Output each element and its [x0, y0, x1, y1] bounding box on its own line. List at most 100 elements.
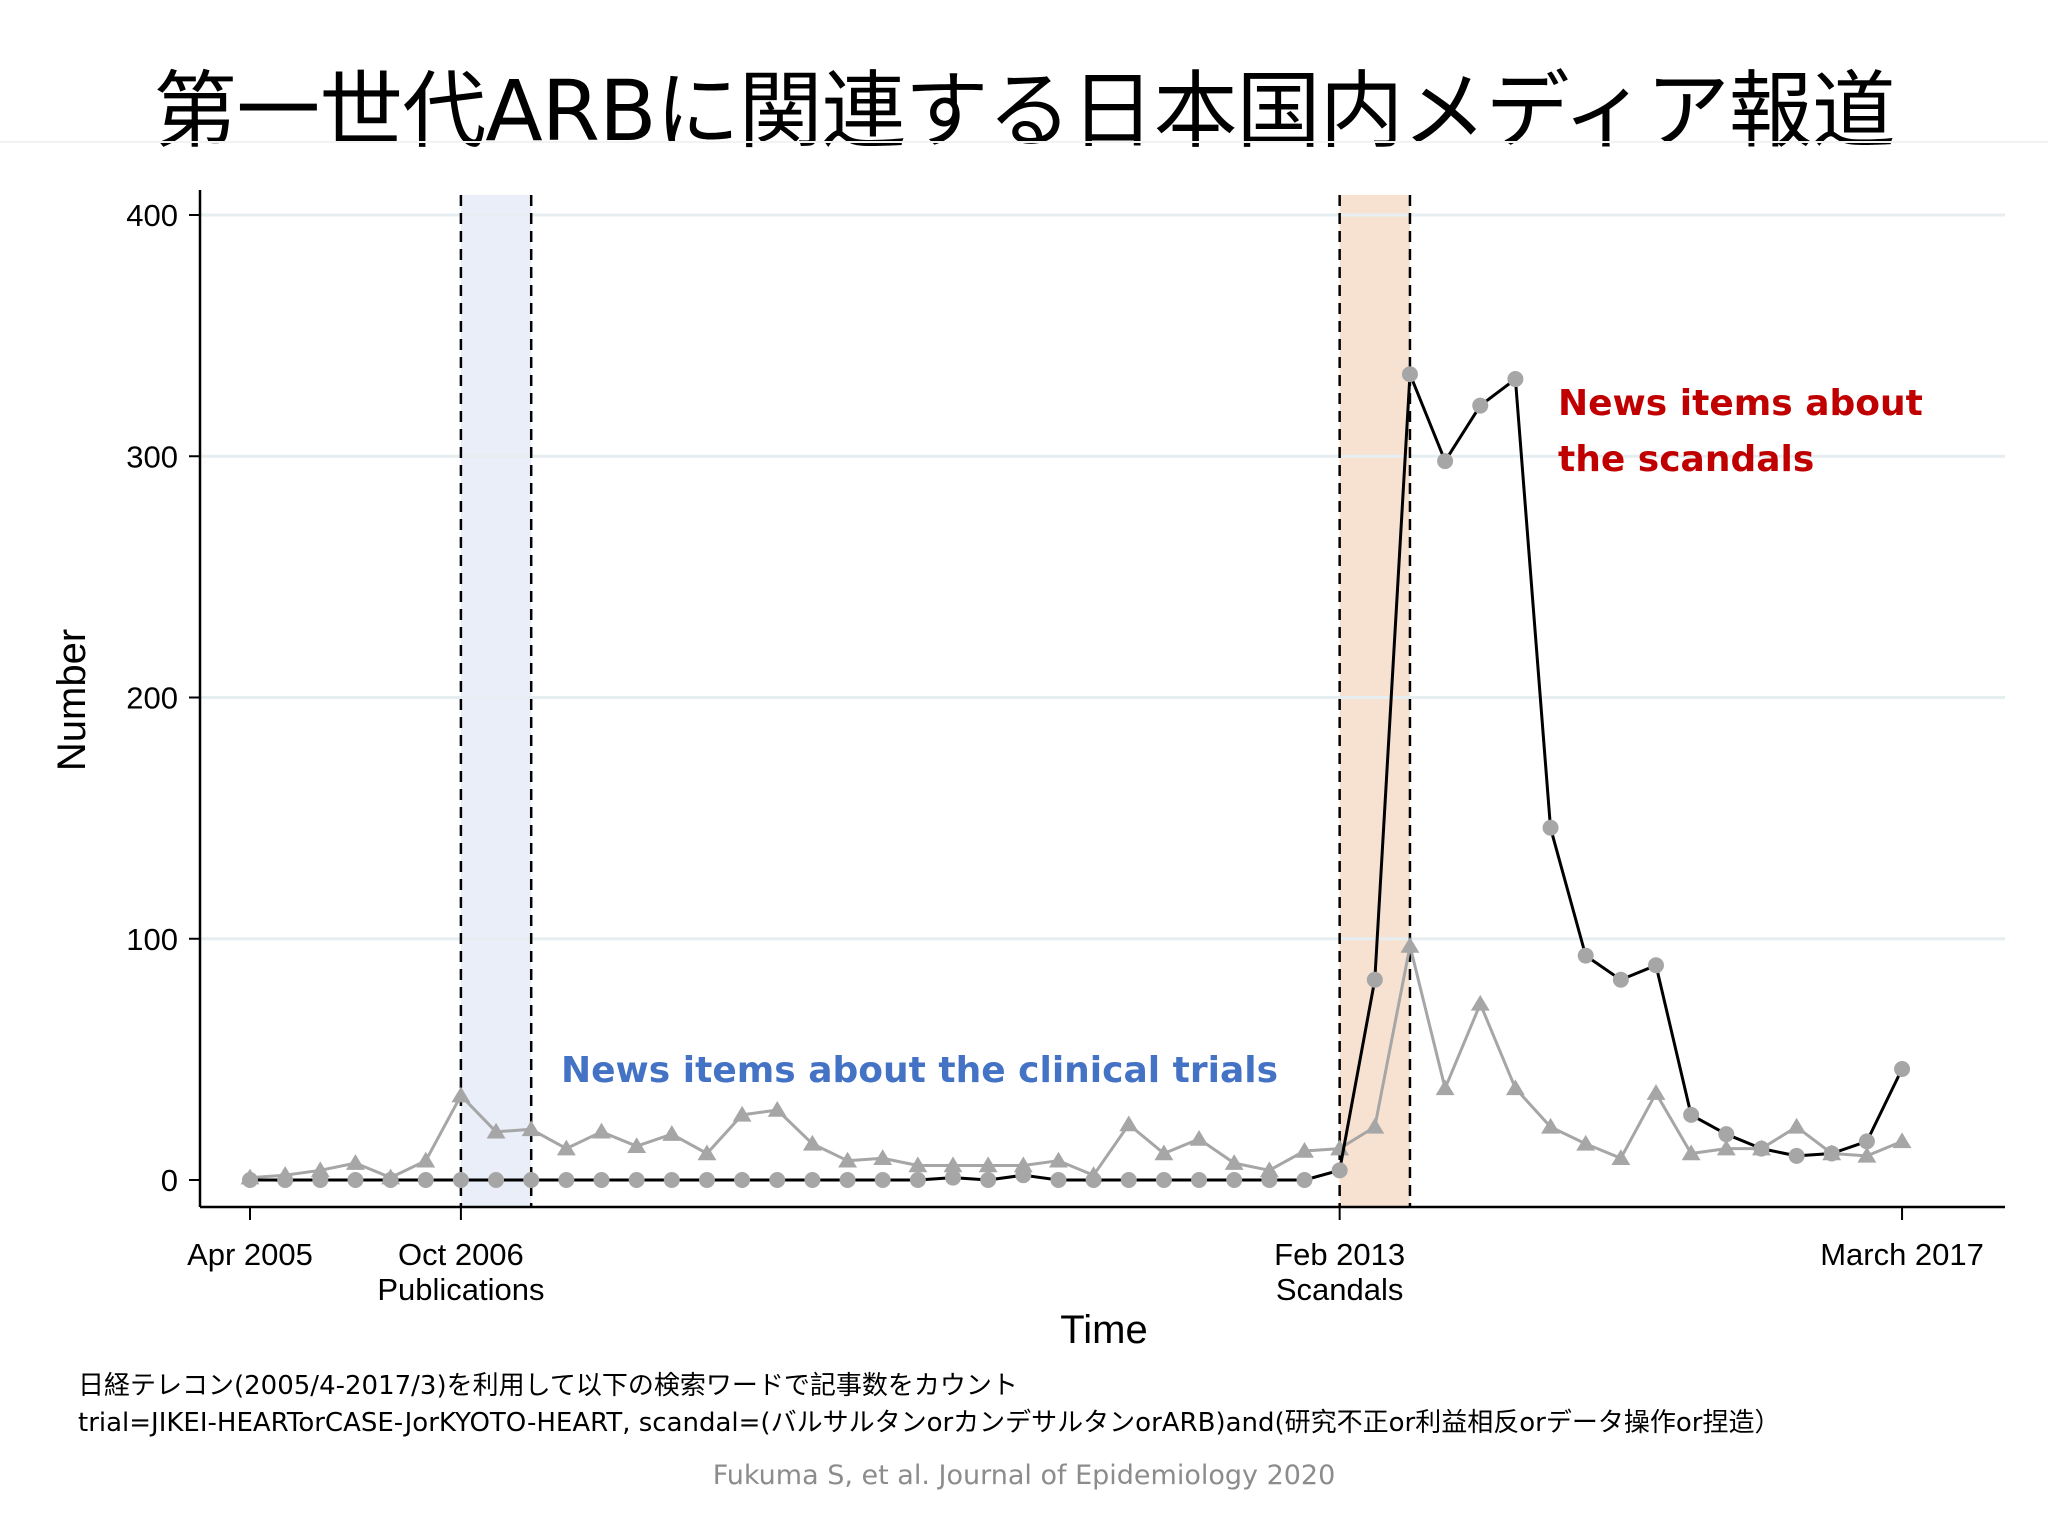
series-0-point-7: [486, 1122, 506, 1139]
series-0-point-10: [592, 1122, 611, 1139]
media-coverage-chart: 0 100 200 300 400 Apr 2005 Oct 2006Publicatio…: [50, 190, 2005, 1352]
series-0-point-23: [1049, 1151, 1068, 1168]
annotation-scandals-line1: News items about: [1558, 383, 1923, 424]
series-1-point-47: [1894, 1061, 1911, 1078]
slide-title: 第一世代ARBに関連する日本国内メディア報道: [153, 62, 1896, 160]
x-axis-title: Time: [1060, 1308, 1147, 1352]
series-0-point-14: [732, 1105, 752, 1122]
series-1-point-17: [839, 1172, 856, 1188]
y-tick-label-100: 100: [126, 922, 178, 957]
series-1-point-5: [417, 1172, 434, 1188]
series-1-point-8: [523, 1172, 540, 1188]
x-tick-sublabel-1: Publications: [377, 1272, 544, 1307]
series-layer: [240, 366, 1912, 1188]
series-0-point-47: [1892, 1132, 1912, 1149]
series-0-point-27: [1189, 1129, 1209, 1146]
series-0-point-37: [1541, 1117, 1560, 1134]
x-tick-label-3: March 2017: [1820, 1237, 1984, 1272]
series-1-point-39: [1612, 971, 1629, 988]
series-1-point-34: [1437, 453, 1454, 470]
series-0-point-17: [838, 1151, 857, 1168]
x-tick-label-2: Feb 2013: [1274, 1237, 1405, 1272]
series-1-point-2: [312, 1172, 329, 1188]
series-0-point-22: [1013, 1156, 1033, 1173]
series-1: [242, 366, 1911, 1188]
series-1-point-24: [1085, 1172, 1102, 1188]
series-0-line: [249, 944, 1903, 1180]
shaded-periods: [460, 195, 1410, 1207]
y-tick-label-0: 0: [161, 1163, 178, 1198]
series-1-point-25: [1120, 1172, 1137, 1188]
series-0-point-9: [556, 1139, 576, 1156]
series-1-point-15: [769, 1172, 786, 1188]
series-0-point-6: [451, 1086, 471, 1103]
series-1-point-32: [1366, 971, 1383, 988]
gridlines: [200, 213, 2005, 941]
series-0-point-44: [1787, 1117, 1807, 1134]
series-0-point-39: [1611, 1149, 1631, 1166]
series-1-point-29: [1261, 1172, 1278, 1188]
series-1-point-42: [1718, 1126, 1735, 1143]
series-0-point-29: [1259, 1161, 1279, 1178]
series-0-point-25: [1119, 1115, 1139, 1132]
series-0-point-20: [943, 1156, 963, 1173]
series-0-point-42: [1716, 1139, 1736, 1156]
series-1-point-14: [734, 1172, 751, 1188]
annotation-clinical-trials: News items about the clinical trials: [561, 1050, 1278, 1091]
series-1-point-45: [1823, 1145, 1840, 1162]
citation: Fukuma S, et al. Journal of Epidemiology…: [712, 1460, 1336, 1491]
series-1-point-13: [698, 1172, 715, 1188]
search-method-note: 日経テレコン(2005/4-2017/3)を利用して以下の検索ワードで記事数をカ…: [78, 1371, 1018, 1401]
x-tick-label-0: Apr 2005: [187, 1237, 313, 1272]
series-1-point-3: [347, 1172, 364, 1188]
series-0-point-3: [346, 1154, 365, 1170]
series-1-point-37: [1542, 819, 1559, 836]
series-1-point-11: [628, 1172, 645, 1188]
series-0-point-18: [873, 1149, 893, 1166]
series-1-point-16: [804, 1172, 821, 1188]
series-0-point-35: [1470, 994, 1490, 1011]
series-1-point-21: [980, 1172, 997, 1188]
series-1-point-43: [1753, 1140, 1770, 1157]
series-0-point-28: [1224, 1154, 1244, 1170]
series-0-point-41: [1681, 1144, 1701, 1161]
series-1-point-27: [1191, 1172, 1208, 1188]
series-0-point-2: [310, 1161, 330, 1178]
series-0-point-46: [1857, 1146, 1877, 1163]
series-1-point-23: [1050, 1172, 1067, 1188]
series-0-point-33: [1400, 936, 1420, 953]
series-1-point-46: [1858, 1133, 1875, 1150]
series-1-point-28: [1226, 1172, 1243, 1188]
series-1-point-12: [663, 1172, 680, 1188]
series-1-point-6: [452, 1172, 469, 1188]
series-0-point-11: [627, 1137, 647, 1153]
series-0-point-38: [1576, 1134, 1596, 1151]
y-axis-title: Number: [50, 629, 94, 771]
series-0-point-34: [1435, 1079, 1455, 1096]
series-1-point-7: [488, 1172, 505, 1188]
shaded-period-1: [1339, 195, 1410, 1207]
series-1-point-19: [909, 1172, 926, 1188]
series-0-point-8: [521, 1120, 541, 1137]
series-1-point-1: [277, 1172, 294, 1188]
series-1-point-4: [382, 1172, 399, 1188]
y-tick-label-400: 400: [126, 198, 178, 233]
series-1-point-9: [558, 1172, 575, 1188]
series-1-point-26: [1155, 1172, 1172, 1188]
y-axis-ticks: 0 100 200 300 400: [126, 198, 200, 1198]
series-0-point-5: [416, 1151, 436, 1168]
series-0-point-19: [908, 1156, 928, 1173]
series-0-point-13: [697, 1144, 717, 1161]
annotation-scandals-line2: the scandals: [1558, 439, 1814, 480]
x-tick-label-1: Oct 2006: [398, 1237, 524, 1272]
series-1-point-31: [1331, 1162, 1348, 1179]
series-1-point-0: [242, 1172, 258, 1188]
y-tick-label-300: 300: [126, 439, 178, 474]
series-0-point-30: [1295, 1142, 1314, 1158]
series-0-point-36: [1505, 1079, 1525, 1096]
search-terms-note: trial=JIKEI-HEARTorCASE-JorKYOTO-HEART, …: [78, 1408, 1781, 1438]
series-1-point-35: [1472, 397, 1489, 414]
x-tick-sublabel-2: Scandals: [1276, 1272, 1404, 1307]
series-1-point-36: [1507, 371, 1524, 388]
